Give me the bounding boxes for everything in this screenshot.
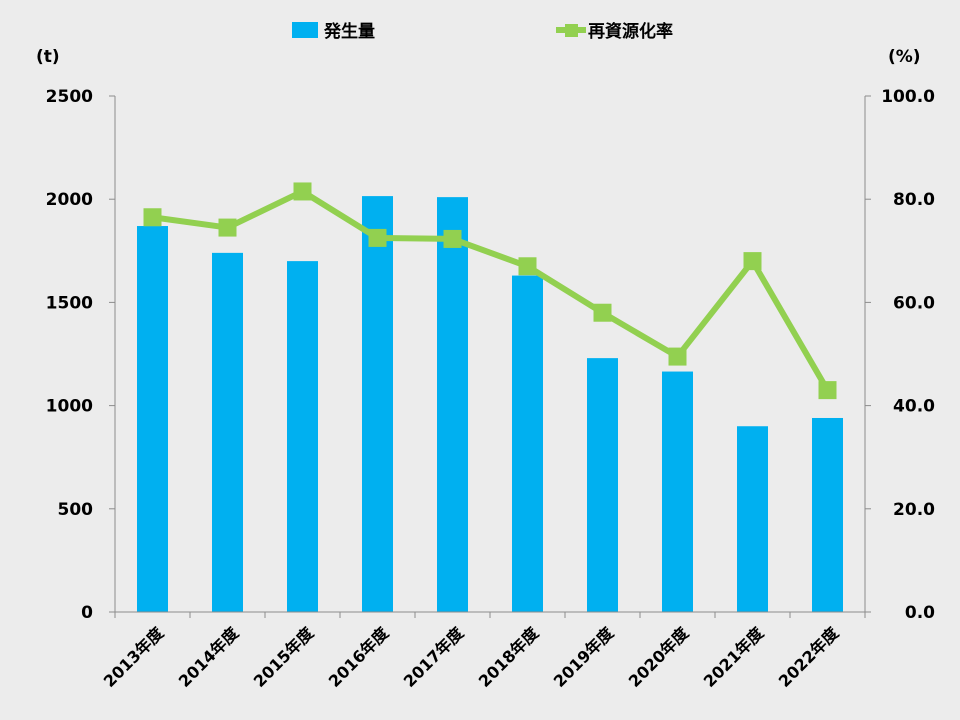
y-left-tick-label: 2500 (46, 87, 93, 107)
bar (512, 275, 543, 612)
y-right-ticks: 0.0 20.0 40.0 60.0 80.0 100.0 (881, 87, 935, 623)
y-right-tick-label: 20.0 (893, 500, 935, 520)
axes (109, 95, 871, 618)
line-marker (368, 228, 387, 247)
x-tick-label: 2014年度 (175, 623, 243, 691)
line-marker (293, 182, 312, 201)
legend-line-label: 再資源化率 (588, 21, 673, 42)
bar (212, 252, 243, 612)
bar (437, 197, 468, 613)
bar (812, 417, 843, 612)
legend-line-marker (565, 24, 578, 37)
bar (137, 226, 168, 613)
line-marker (743, 252, 762, 271)
legend-bar-swatch (292, 22, 318, 38)
x-tick-label: 2018年度 (475, 623, 543, 691)
x-tick-label: 2017年度 (400, 623, 468, 691)
x-tick-label: 2022年度 (775, 623, 843, 691)
bar (287, 261, 318, 612)
y-left-tick-label: 2000 (46, 190, 93, 210)
bar (587, 358, 618, 612)
y-right-tick-label: 100.0 (881, 87, 935, 107)
bar (362, 196, 393, 612)
y-left-tick-label: 500 (58, 500, 94, 520)
x-tick-label: 2021年度 (700, 623, 768, 691)
bars (137, 196, 843, 613)
legend-bar-label: 発生量 (323, 21, 375, 42)
x-tick-label: 2013年度 (100, 623, 168, 691)
y-right-unit: (%) (888, 47, 921, 67)
line-marker (518, 257, 537, 276)
x-tick-label: 2019年度 (550, 623, 618, 691)
line-marker (143, 208, 162, 227)
line-marker (668, 347, 687, 366)
y-left-ticks: 0 500 1000 1500 2000 2500 (46, 87, 93, 623)
legend: 発生量 再資源化率 (292, 21, 673, 42)
y-left-tick-label: 0 (81, 603, 93, 623)
line-marker (218, 218, 237, 237)
y-right-tick-label: 60.0 (893, 293, 935, 313)
x-tick-label: 2020年度 (625, 623, 693, 691)
bar (662, 371, 693, 612)
line-marker (443, 229, 462, 248)
y-right-tick-label: 0.0 (905, 603, 935, 623)
y-right-tick-label: 40.0 (893, 397, 935, 417)
x-tick-label: 2015年度 (250, 623, 318, 691)
y-left-tick-label: 1000 (46, 397, 93, 417)
line-series (143, 182, 837, 400)
x-labels: 2013年度 2014年度 2015年度 2016年度 2017年度 2018年度 2019… (100, 623, 843, 691)
y-left-unit: (t) (36, 47, 60, 67)
bar (737, 426, 768, 612)
line-path (152, 188, 831, 392)
x-tick-label: 2016年度 (325, 623, 393, 691)
y-left-tick-label: 1500 (46, 293, 93, 313)
y-right-tick-label: 80.0 (893, 190, 935, 210)
line-marker (593, 303, 612, 322)
line-marker (818, 381, 837, 400)
